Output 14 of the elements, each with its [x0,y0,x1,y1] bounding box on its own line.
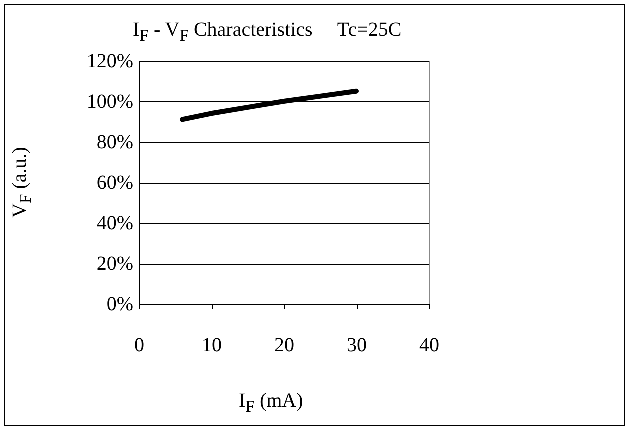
y-tick-label: 120% [86,50,134,72]
y-tick-label: 80% [96,132,134,154]
x-tick-label: 30 [347,334,367,356]
y-tick-label: 0% [106,294,134,316]
y-tick-label: 100% [86,91,134,113]
y-tick-label: 60% [96,172,134,194]
chart-title: I$_{F}$ - V$_{F}$ Characteristics Tc=25C [133,19,402,46]
x-tick-label: 10 [202,334,222,356]
x-axis-title: I$_{F}$ (mA) [239,390,304,417]
x-tick-label: 0 [134,334,144,356]
y-tick-label: 40% [96,212,134,234]
x-tick-label: 40 [420,334,440,356]
x-tick-label: 20 [274,334,294,356]
y-tick-label: 20% [96,253,134,275]
